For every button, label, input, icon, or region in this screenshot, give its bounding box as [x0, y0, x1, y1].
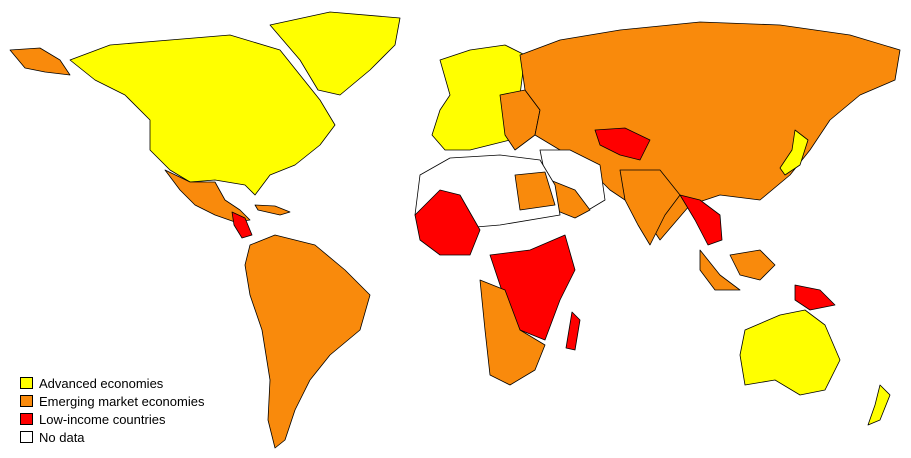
central-america-low: [231, 211, 253, 239]
legend-item: Low-income countries: [20, 410, 204, 428]
west-africa-low: [414, 189, 481, 256]
legend-swatch: [20, 431, 33, 443]
southern-africa: [479, 279, 546, 386]
legend-item: No data: [20, 428, 204, 446]
egypt: [514, 171, 556, 211]
legend-label: No data: [39, 429, 85, 445]
caribbean: [254, 204, 291, 216]
north-america: [69, 34, 336, 196]
japan: [779, 129, 809, 176]
mexico: [164, 169, 251, 223]
alaska: [9, 47, 71, 76]
indonesia: [729, 249, 776, 281]
europe: [431, 44, 526, 151]
south-america: [244, 234, 371, 449]
new-zealand: [867, 384, 891, 426]
eurasia: [519, 21, 901, 241]
australia: [739, 309, 841, 396]
legend-label: Advanced economies: [39, 375, 164, 391]
indochina-low: [679, 194, 723, 246]
legend-swatch: [20, 377, 33, 389]
legend-swatch: [20, 395, 33, 407]
png: [794, 284, 836, 311]
greenland: [269, 11, 401, 96]
legend-label: Emerging market economies: [39, 393, 205, 409]
india: [619, 169, 681, 246]
legend-item: Advanced economies: [20, 374, 204, 392]
malay: [699, 249, 741, 291]
madagascar: [565, 311, 581, 351]
central-asia-low: [594, 127, 651, 161]
legend-label: Low-income countries: [39, 411, 166, 427]
legend: Advanced economies Emerging market econom…: [20, 374, 204, 446]
legend-swatch: [20, 413, 33, 425]
legend-item: Emerging market economies: [20, 392, 204, 410]
